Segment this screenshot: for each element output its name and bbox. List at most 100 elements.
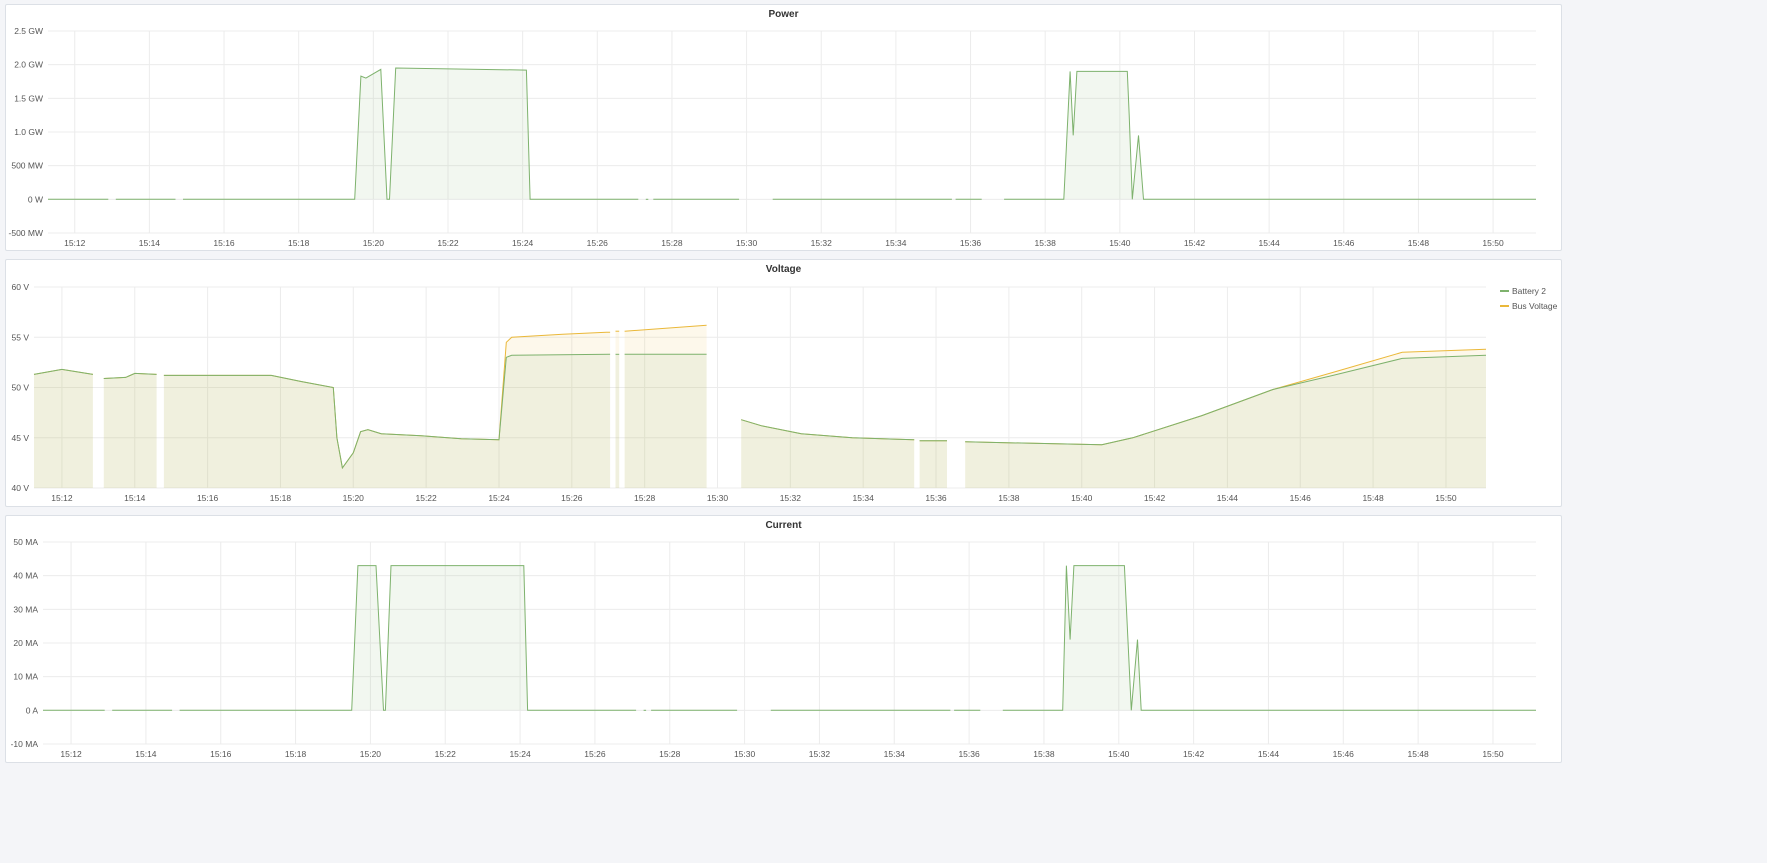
x-tick-label: 15:30 [736, 238, 758, 248]
series-area [624, 354, 707, 488]
x-tick-label: 15:24 [509, 749, 531, 759]
panel-title[interactable]: Current [765, 520, 802, 531]
y-tick-label: 20 MA [13, 638, 38, 648]
x-tick-label: 15:28 [661, 238, 683, 248]
series-area [179, 565, 637, 711]
series-area [1004, 71, 1536, 200]
y-tick-label: 40 MA [13, 571, 38, 581]
series-area [741, 419, 915, 488]
power-chart: 2.5 GW 2.0 GW 1.5 GW 1.0 GW 500 MW 0 W -500 MW… [9, 26, 1536, 248]
x-tick-label: 15:14 [139, 238, 161, 248]
panel-title[interactable]: Power [768, 9, 799, 20]
x-tick-label: 15:44 [1258, 238, 1280, 248]
x-tick-label: 15:48 [1408, 238, 1430, 248]
x-tick-label: 15:50 [1435, 493, 1457, 503]
x-tick-label: 15:16 [213, 238, 235, 248]
x-tick-label: 15:26 [587, 238, 609, 248]
x-tick-label: 15:32 [811, 238, 833, 248]
panel-title[interactable]: Voltage [765, 264, 802, 275]
y-tick-label: 50 V [12, 383, 30, 393]
x-tick-label: 15:46 [1333, 238, 1355, 248]
x-tick-label: 15:22 [437, 238, 459, 248]
x-tick-label: 15:16 [197, 493, 219, 503]
x-tick-label: 15:50 [1482, 749, 1504, 759]
series-line [103, 372, 157, 379]
current-panel: Current 50 MA 40 MA 30 MA 20 MA 10 MA 0 A -10 … [5, 515, 1562, 763]
x-tick-label: 15:28 [659, 749, 681, 759]
x-tick-label: 15:22 [415, 493, 437, 503]
series-area [163, 332, 611, 488]
y-tick-label: 30 MA [13, 604, 38, 614]
current-chart: 50 MA 40 MA 30 MA 20 MA 10 MA 0 A -10 MA 15:12 1… [11, 537, 1536, 759]
series-area [34, 369, 93, 488]
series-line [1002, 565, 1536, 711]
x-tick-label: 15:14 [135, 749, 157, 759]
series-line [163, 353, 611, 470]
series-line [741, 419, 915, 441]
series-line [965, 354, 1487, 446]
y-tick-label: -10 MA [11, 739, 39, 749]
x-tick-label: 15:24 [512, 238, 534, 248]
x-tick-label: 15:28 [634, 493, 656, 503]
x-tick-label: 15:20 [360, 749, 382, 759]
series-area [615, 354, 620, 488]
series-area [615, 331, 620, 488]
series-line [1004, 70, 1536, 200]
series-area [103, 373, 157, 488]
x-tick-label: 15:36 [958, 749, 980, 759]
x-tick-label: 15:12 [60, 749, 82, 759]
x-tick-label: 15:38 [998, 493, 1020, 503]
x-tick-label: 15:18 [288, 238, 310, 248]
x-tick-label: 15:42 [1184, 238, 1206, 248]
x-tick-label: 15:42 [1183, 749, 1205, 759]
series-area [34, 369, 93, 488]
x-tick-label: 15:48 [1407, 749, 1429, 759]
x-tick-label: 15:38 [1033, 749, 1055, 759]
y-tick-label: 0 W [28, 194, 43, 204]
voltage-chart: 60 V 55 V 50 V 45 V 40 V 15:12 15:14 15:16 15:18… [12, 282, 1487, 503]
y-tick-label: 2.0 GW [14, 60, 43, 70]
series-line [624, 324, 707, 332]
series-area [1002, 565, 1536, 711]
x-tick-label: 15:32 [809, 749, 831, 759]
legend-swatch [1500, 290, 1509, 292]
y-tick-label: 0 A [26, 705, 39, 715]
series-area [624, 325, 707, 488]
x-tick-label: 15:16 [210, 749, 232, 759]
x-tick-label: 15:30 [707, 493, 729, 503]
y-tick-label: 40 V [12, 483, 30, 493]
x-tick-label: 15:18 [270, 493, 292, 503]
x-tick-label: 15:46 [1290, 493, 1312, 503]
x-tick-label: 15:42 [1144, 493, 1166, 503]
series-area [965, 349, 1486, 488]
legend-item-bus-voltage[interactable]: Bus Voltage [1500, 301, 1557, 311]
x-tick-label: 15:36 [960, 238, 982, 248]
x-tick-label: 15:20 [343, 493, 365, 503]
y-tick-label: -500 MW [9, 228, 43, 238]
y-tick-label: 55 V [12, 332, 30, 342]
x-tick-label: 15:40 [1071, 493, 1093, 503]
y-tick-label: 10 MA [13, 672, 38, 682]
y-tick-label: 1.0 GW [14, 127, 43, 137]
x-tick-label: 15:34 [884, 749, 906, 759]
x-tick-label: 15:40 [1109, 238, 1131, 248]
y-tick-label: 60 V [12, 282, 30, 292]
x-tick-label: 15:34 [853, 493, 875, 503]
x-tick-label: 15:36 [925, 493, 947, 503]
x-tick-label: 15:18 [285, 749, 307, 759]
x-tick-label: 15:12 [51, 493, 73, 503]
x-tick-label: 15:50 [1482, 238, 1504, 248]
x-tick-label: 15:44 [1217, 493, 1239, 503]
x-tick-label: 15:40 [1108, 749, 1130, 759]
y-tick-label: 2.5 GW [14, 26, 43, 36]
x-tick-label: 15:32 [780, 493, 802, 503]
series-line [33, 368, 93, 375]
series-area [163, 354, 611, 488]
x-tick-label: 15:12 [64, 238, 86, 248]
series-area [183, 68, 639, 200]
legend-swatch [1500, 305, 1509, 307]
series-line [179, 565, 637, 711]
y-tick-label: 50 MA [13, 537, 38, 547]
legend-item-battery-2[interactable]: Battery 2 [1500, 286, 1546, 296]
series-area [965, 355, 1486, 488]
